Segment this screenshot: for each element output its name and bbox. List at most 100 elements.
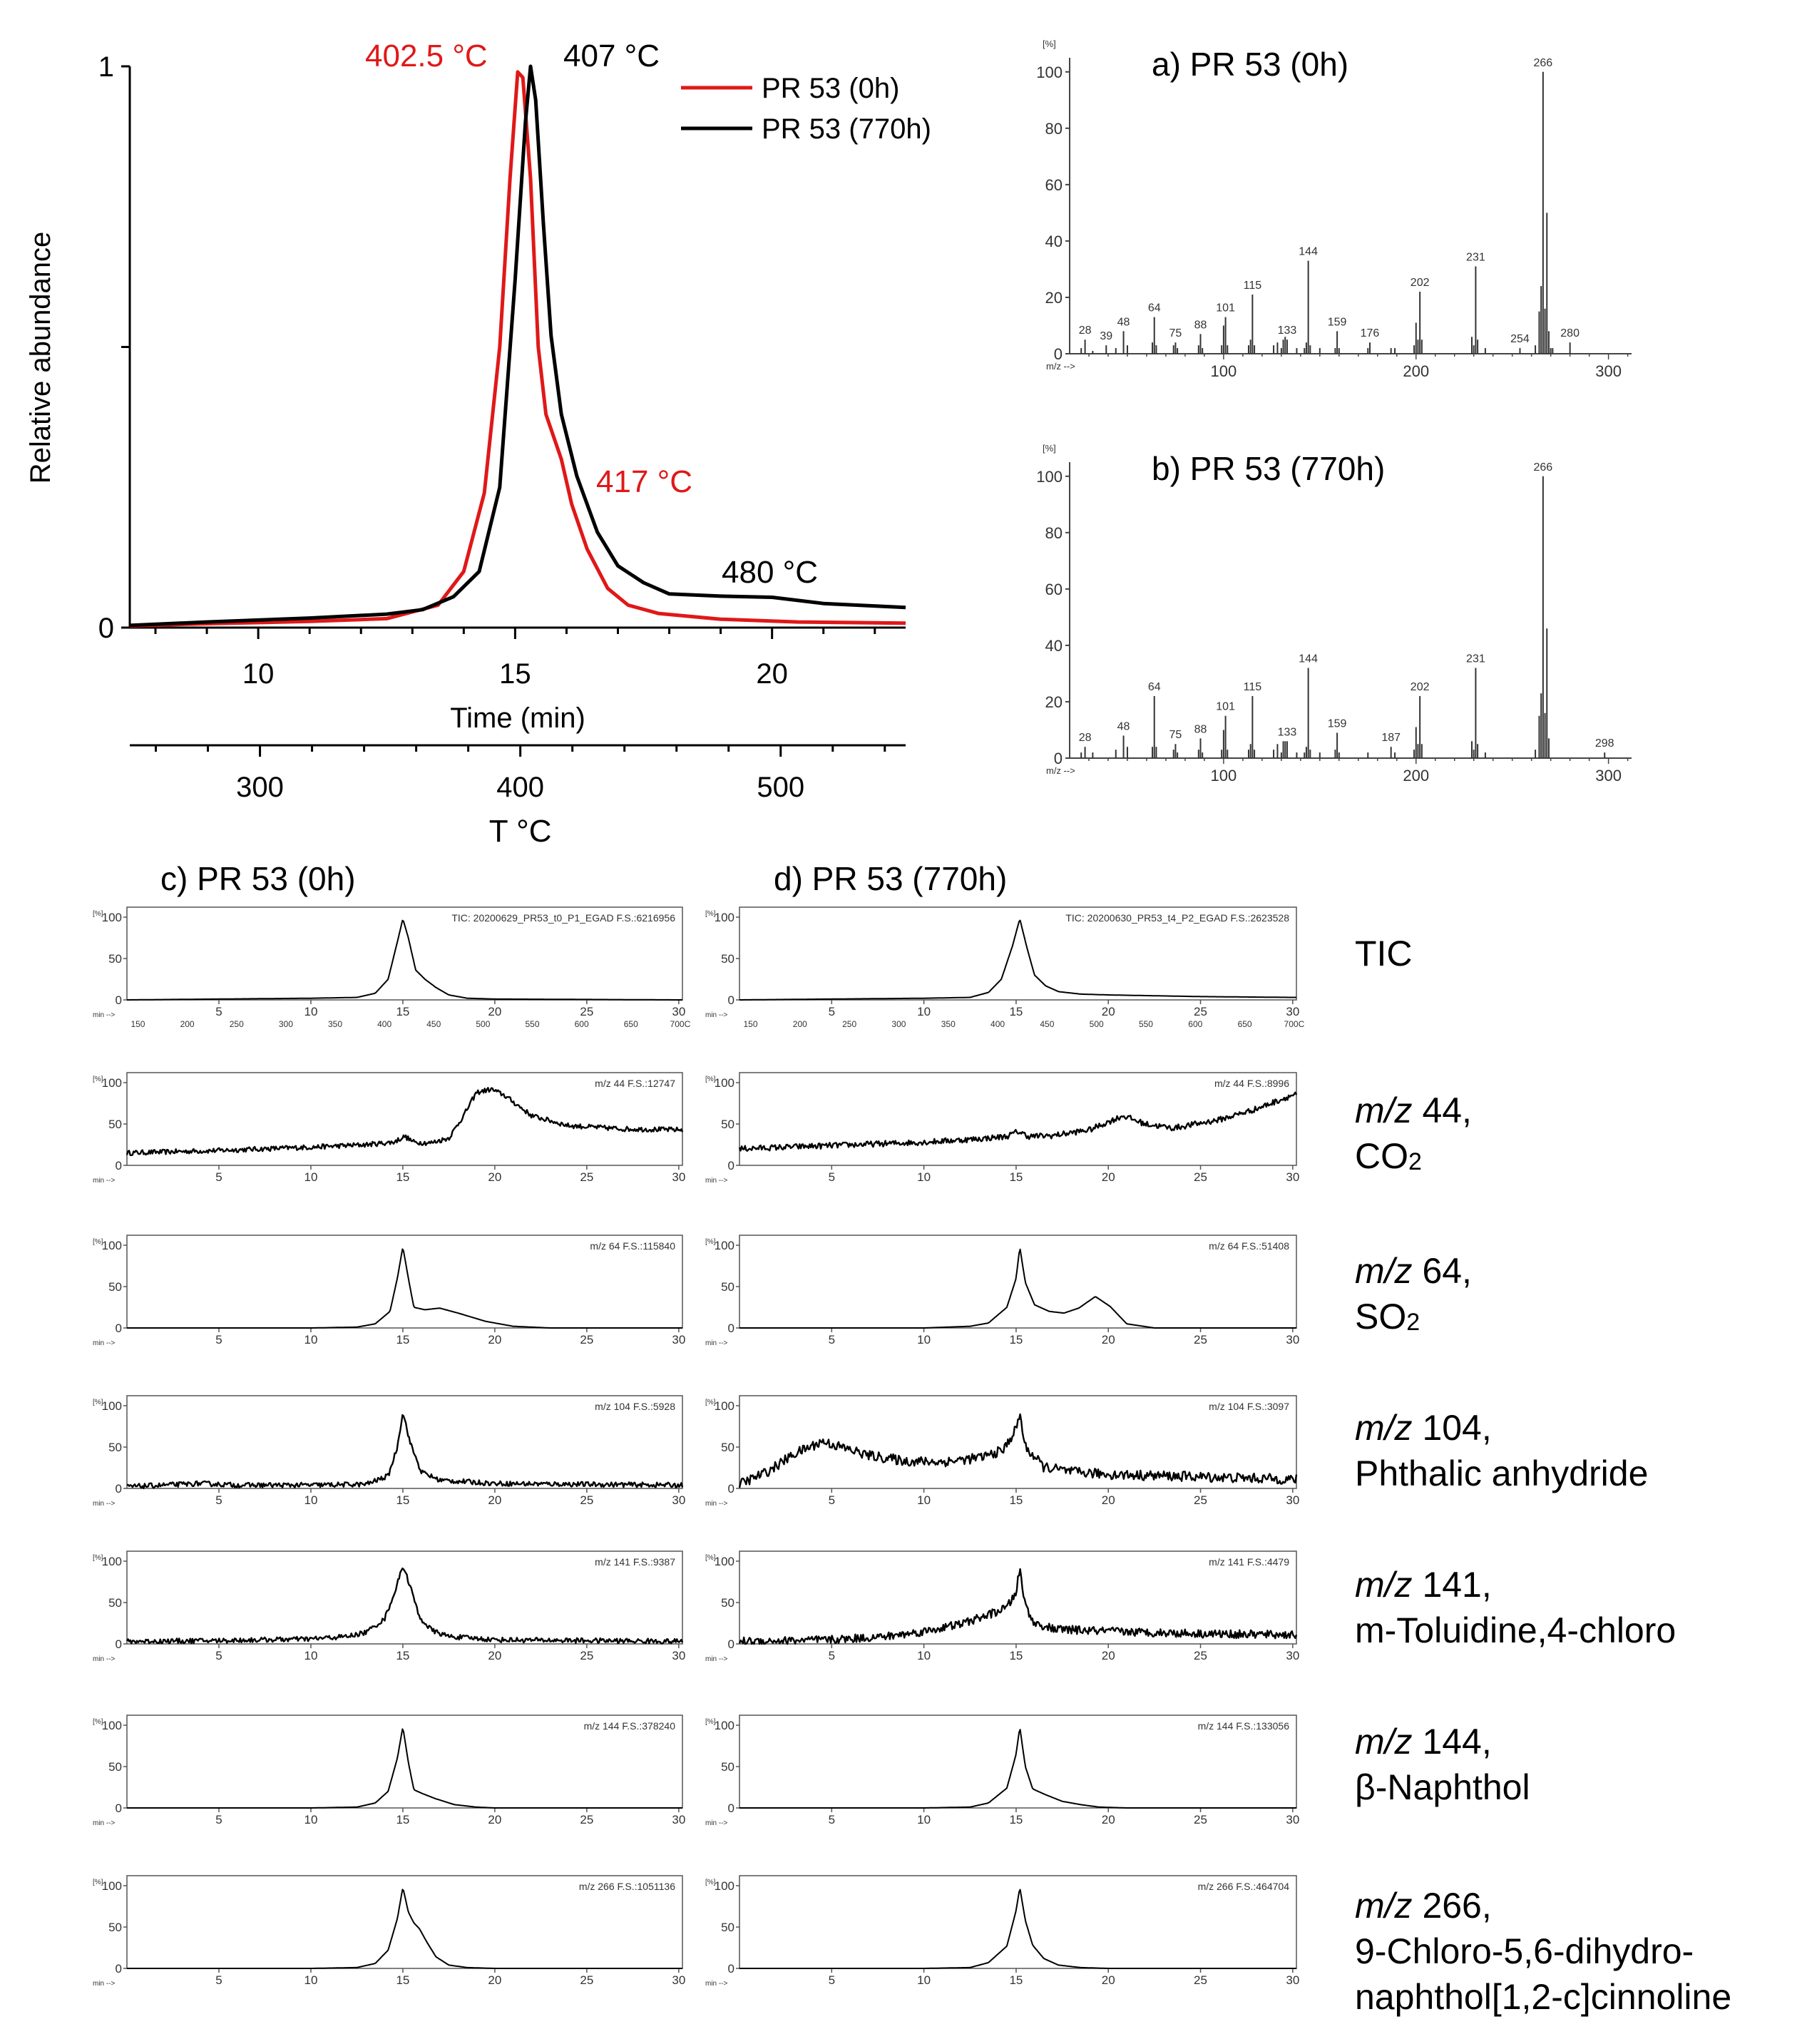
egad-panel-frame <box>126 1875 683 1969</box>
egad-x-tick-label: 20 <box>1102 1973 1115 1987</box>
caption-text: 44, <box>1412 1090 1472 1130</box>
egad-x-label: min --> <box>705 1980 728 1988</box>
egad-y-unit: [%] <box>705 1075 716 1083</box>
egad-y-tick-label: 0 <box>728 1159 734 1172</box>
egad-temperature-tick-label: 350 <box>328 1019 342 1029</box>
ms-peak-label: 202 <box>1411 277 1430 289</box>
egad-x-tick-label: 10 <box>304 1813 317 1826</box>
ms-x-label: m/z --> <box>1046 765 1075 776</box>
caption-compound: β-Naphthol <box>1355 1767 1530 1807</box>
legend-label: PR 53 (0h) <box>762 73 899 104</box>
egad-x-tick-label: 15 <box>1009 1973 1023 1987</box>
row-caption: m/z 141, m-Toluidine,4-chloro <box>1355 1562 1676 1653</box>
egad-x-tick-label: 15 <box>1009 1005 1023 1018</box>
egad-temperature-tick-label: 400 <box>377 1019 391 1029</box>
caption-mz-italic: m/z <box>1355 1722 1413 1762</box>
egad-x-tick-label: 5 <box>215 1005 222 1018</box>
egad-x-tick-label: 15 <box>396 1005 409 1018</box>
egad-panel-frame <box>739 1875 1297 1969</box>
egad-panel-label: m/z 266 F.S.:1051136 <box>579 1881 675 1892</box>
egad-temperature-tick-label: 500 <box>1090 1019 1104 1029</box>
egad-trace <box>738 1568 1298 1645</box>
egad-panel-label: TIC: 20200630_PR53_t4_P2_EGAD F.S.:26235… <box>1065 912 1289 924</box>
egad-y-tick-label: 100 <box>102 1399 122 1413</box>
caption-compound: SO <box>1355 1297 1407 1337</box>
egad-panel-label: m/z 104 F.S.:5928 <box>595 1401 675 1412</box>
egad-temperature-tick-label: 450 <box>1040 1019 1054 1029</box>
egad-y-tick-label: 100 <box>715 1239 734 1252</box>
row-caption: m/z 104, Phthalic anhydride <box>1355 1405 1648 1496</box>
ms-peak-label: 266 <box>1534 461 1553 474</box>
egad-x-tick-label: 10 <box>917 1493 931 1507</box>
ms-peak-label: 101 <box>1216 302 1235 315</box>
ms-peak-label: 75 <box>1169 729 1182 741</box>
egad-y-unit: [%] <box>705 1238 716 1246</box>
egad-x-tick-label: 25 <box>1194 1005 1207 1018</box>
egad-y-tick-label: 100 <box>102 1555 122 1568</box>
egad-x-tick-label: 5 <box>829 1333 835 1347</box>
caption-subscript: 2 <box>1408 1148 1422 1175</box>
ms-peak-label: 202 <box>1411 681 1430 693</box>
egad-x-tick-label: 5 <box>215 1170 222 1184</box>
caption-text: 144, <box>1412 1722 1492 1762</box>
row-caption-line1: m/z 64, <box>1355 1248 1472 1294</box>
egad-x-tick-label: 30 <box>672 1005 685 1018</box>
ms-x-tick-label: 300 <box>1595 362 1622 380</box>
egad-trace <box>127 919 682 1001</box>
ms-title: a) PR 53 (0h) <box>1152 46 1348 83</box>
caption-subscript: 2 <box>1406 1309 1420 1336</box>
egad-y-unit: [%] <box>93 910 103 918</box>
egad-y-tick-label: 100 <box>102 1879 122 1893</box>
ms-peak-label: 280 <box>1560 327 1580 339</box>
x-tick-label: 20 <box>756 658 788 690</box>
egad-x-tick-label: 25 <box>1194 1973 1207 1987</box>
caption-text: 64, <box>1412 1251 1472 1291</box>
row-caption-line1: m/z 266, <box>1355 1883 1731 1928</box>
egad-y-tick-label: 0 <box>116 1482 122 1496</box>
egad-x-tick-label: 15 <box>396 1170 409 1184</box>
egad-temperature-tick-label: 350 <box>941 1019 956 1029</box>
ms-y-unit: [%] <box>1043 443 1056 454</box>
caption-mz-italic: m/z <box>1355 1408 1413 1448</box>
ms-x-tick-label: 200 <box>1403 362 1429 380</box>
egad-x-tick-label: 30 <box>672 1813 685 1826</box>
egad-y-tick-label: 0 <box>116 1962 122 1976</box>
ms-peak-label: 64 <box>1148 302 1161 315</box>
egad-y-tick-label: 50 <box>108 1760 122 1774</box>
egad-x-tick-label: 10 <box>917 1005 931 1018</box>
egad-panel-label: m/z 64 F.S.:115840 <box>590 1240 675 1252</box>
egad-temperature-tick-label: 600 <box>575 1019 589 1029</box>
row-caption: m/z 64, SO2 <box>1355 1248 1472 1345</box>
egad-panel-frame <box>126 1395 683 1489</box>
egad-y-tick-label: 100 <box>715 911 734 924</box>
egad-x-tick-label: 20 <box>488 1493 501 1507</box>
egad-x-tick-label: 20 <box>1102 1170 1115 1184</box>
egad-x-tick-label: 10 <box>917 1813 931 1826</box>
egad-x-tick-label: 25 <box>1194 1813 1207 1826</box>
egad-x-tick-label: 25 <box>580 1005 593 1018</box>
egad-y-tick-label: 100 <box>715 1879 734 1893</box>
egad-temperature-tick-label: 300 <box>891 1019 906 1029</box>
egad-x-tick-label: 10 <box>304 1005 317 1018</box>
egad-x-tick-label: 10 <box>304 1973 317 1987</box>
row-caption-line2: CO2 <box>1355 1133 1472 1185</box>
egad-trace <box>126 1414 684 1490</box>
egad-trace <box>127 1889 682 1969</box>
y-tick-label: 1 <box>98 51 114 83</box>
ms-x-label: m/z --> <box>1046 361 1075 372</box>
egad-panel-label: m/z 141 F.S.:4479 <box>1209 1556 1289 1568</box>
egad-temperature-tick-label: 450 <box>426 1019 441 1029</box>
egad-x-tick-label: 30 <box>1286 1649 1299 1662</box>
egad-y-tick-label: 0 <box>116 1322 122 1335</box>
egad-y-unit: [%] <box>705 1879 716 1886</box>
egad-x-label: min --> <box>705 1339 728 1347</box>
egad-panel-frame <box>739 1072 1297 1166</box>
egad-x-tick-label: 10 <box>304 1170 317 1184</box>
egad-x-tick-label: 20 <box>488 1170 501 1184</box>
egad-y-tick-label: 50 <box>108 952 122 966</box>
ms-y-tick-label: 60 <box>1045 581 1063 598</box>
ms-peak-label: 144 <box>1299 653 1318 665</box>
egad-x-tick-label: 10 <box>917 1973 931 1987</box>
ms-y-tick-label: 40 <box>1045 637 1063 655</box>
